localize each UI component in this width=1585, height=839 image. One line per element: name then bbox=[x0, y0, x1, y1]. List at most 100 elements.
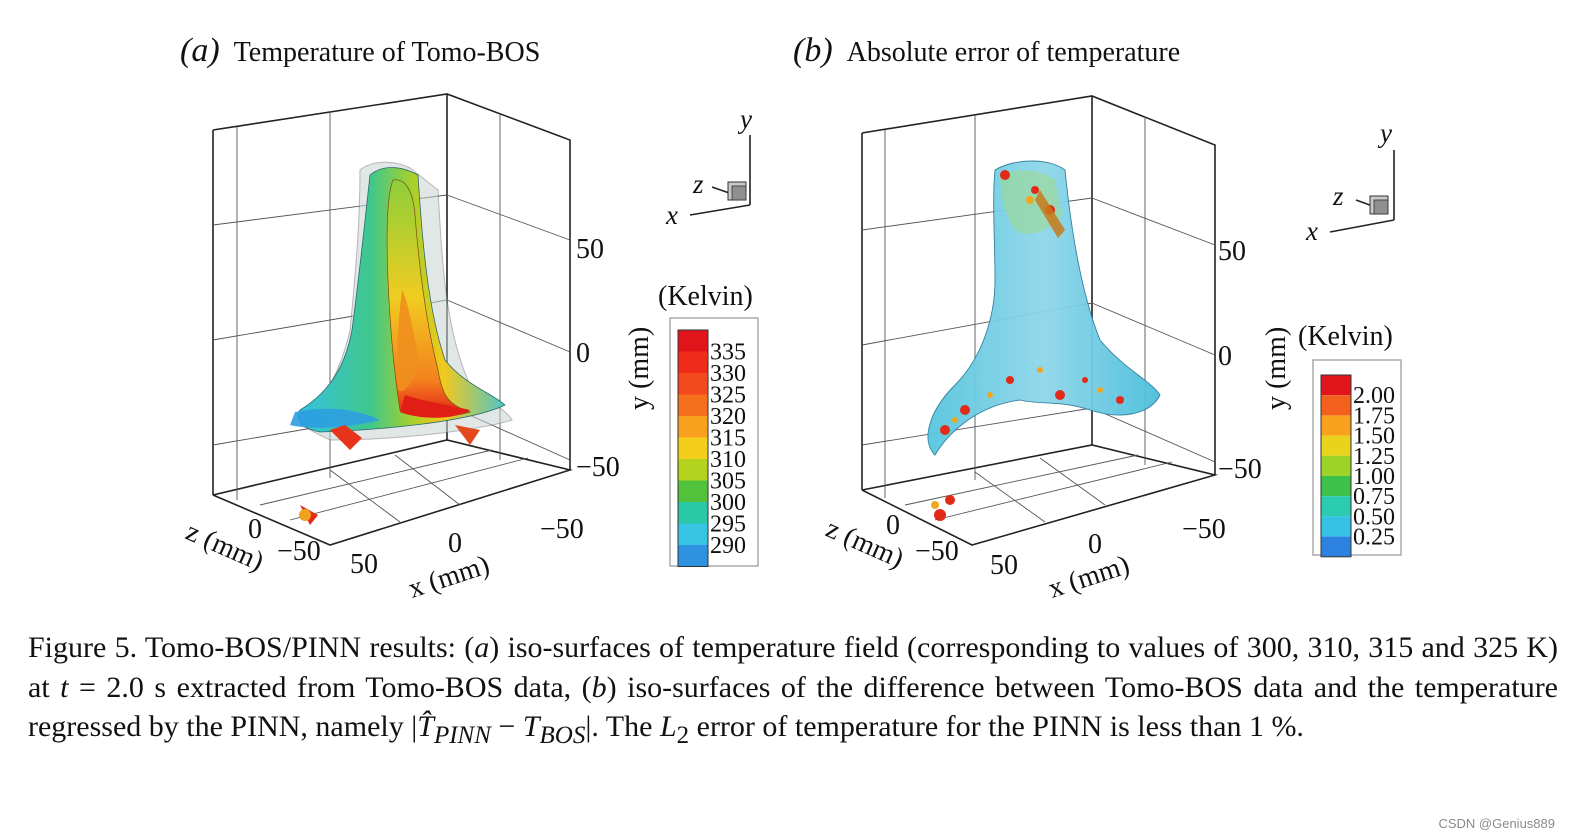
panel-b-axis-triad: y x z bbox=[1305, 118, 1395, 246]
panel-b-colorbar-swatch bbox=[1321, 455, 1351, 476]
panel-a-ytick: 0 bbox=[576, 338, 590, 369]
panel-b-ytick: 0 bbox=[1218, 341, 1232, 372]
panel-a-colorbar-swatch bbox=[678, 523, 708, 545]
panel-b-ztick: 0 bbox=[886, 510, 900, 541]
panel-b-colorbar-label: 1.75 bbox=[1353, 403, 1395, 429]
caption-tbos: T bbox=[522, 710, 540, 743]
panel-a-colorbar-swatch bbox=[678, 394, 708, 416]
panel-a-colorbar-label: 300 bbox=[710, 490, 746, 516]
panel-a-colorbar-swatch bbox=[678, 502, 708, 524]
panel-a-axis-triad: y x z bbox=[665, 104, 752, 230]
panel-b-colorbar-frame bbox=[1320, 374, 1352, 558]
caption-text: error of temperature for the PINN is les… bbox=[689, 710, 1304, 743]
panel-b-colorbar-label: 0.50 bbox=[1353, 504, 1395, 530]
caption-that: T̂ bbox=[417, 710, 434, 743]
watermark: CSDN @Genius889 bbox=[1438, 816, 1555, 831]
panel-b-colorbar-title: (Kelvin) bbox=[1298, 321, 1393, 352]
panel-b-colorbar-swatch bbox=[1321, 536, 1351, 557]
panel-a-ytick: 50 bbox=[576, 234, 604, 265]
panel-b-colorbar-label: 1.00 bbox=[1353, 464, 1395, 490]
panel-b-label: (b) bbox=[793, 32, 833, 69]
panel-b-y-label: y (mm) bbox=[1261, 327, 1292, 410]
panel-a-colorbar-swatch bbox=[678, 480, 708, 502]
caption-sub-bos: BOS bbox=[539, 722, 586, 749]
panel-a-y-label: y (mm) bbox=[624, 327, 655, 410]
panel-a-triad-z: z bbox=[692, 169, 704, 199]
panel-a-colorbar-label: 310 bbox=[710, 447, 746, 473]
panel-b-isosurface bbox=[927, 160, 1161, 521]
panel-a-colorbar-label: 295 bbox=[710, 512, 746, 538]
panel-a-y-ticks: 50 0 −50 bbox=[576, 234, 620, 483]
panel-b-ytick: 50 bbox=[1218, 236, 1246, 267]
panel-b-colorbar-label: 0.25 bbox=[1353, 525, 1395, 551]
panel-b-colorbar-label: 1.25 bbox=[1353, 444, 1395, 470]
panel-b-ytick: −50 bbox=[1218, 454, 1262, 485]
panel-a-xtick: 50 bbox=[350, 549, 378, 580]
caption-text: ) iso-surfaces of temperature field (cor… bbox=[28, 631, 1558, 704]
panel-a-ytick: −50 bbox=[576, 452, 620, 483]
panel-a-title: (a) Temperature of Tomo-BOS bbox=[180, 32, 540, 70]
caption-italic-t: t bbox=[60, 670, 69, 704]
panel-b-colorbar-swatch bbox=[1321, 496, 1351, 517]
panel-a-colorbar-label: 290 bbox=[710, 533, 746, 559]
panel-b-xtick: 50 bbox=[990, 550, 1018, 581]
panel-b-colorbar-swatch bbox=[1321, 375, 1351, 396]
panel-a-title-text: Temperature of Tomo-BOS bbox=[233, 37, 541, 68]
panel-a-triad-y: y bbox=[737, 104, 752, 134]
panel-a-colorbar-label: 320 bbox=[710, 404, 746, 430]
panel-b-colorbar-swatch bbox=[1321, 476, 1351, 497]
caption-text: ) iso-surfaces of the difference between… bbox=[28, 670, 1558, 744]
panel-a-colorbar-swatch bbox=[678, 330, 708, 352]
panel-a-ztick: −50 bbox=[277, 536, 321, 567]
panel-b-ztick: −50 bbox=[915, 536, 959, 567]
panel-a-colorbar-title: (Kelvin) bbox=[658, 281, 753, 312]
panel-b-colorbar-swatch bbox=[1321, 435, 1351, 456]
caption-text: = 2.0 s extracted from Tomo-BOS data, ( bbox=[68, 670, 592, 704]
caption-italic-b: b bbox=[591, 670, 607, 704]
caption-l2-sub: 2 bbox=[676, 722, 690, 749]
panel-a-xtick: −50 bbox=[540, 514, 584, 545]
panel-a-x-ticks: −50 0 50 bbox=[350, 514, 584, 580]
panel-b-colorbar-swatch bbox=[1321, 415, 1351, 436]
panel-a-triad-x: x bbox=[665, 200, 678, 230]
panel-a-z-ticks: 0 −50 bbox=[248, 514, 321, 567]
panel-b-triad-y: y bbox=[1377, 118, 1392, 148]
panel-b-colorbar-swatch bbox=[1321, 516, 1351, 537]
panel-b-colorbar-label: 1.50 bbox=[1353, 424, 1395, 450]
panel-b-title-text: Absolute error of temperature bbox=[846, 37, 1181, 68]
panel-a-isosurface bbox=[290, 161, 513, 525]
panel-a-colorbar-swatch bbox=[678, 437, 708, 459]
panel-a-colorbar-swatch bbox=[678, 416, 708, 438]
panel-b-xtick: −50 bbox=[1182, 514, 1226, 545]
panel-a-colorbar-frame bbox=[677, 329, 709, 567]
panel-b-colorbar: (Kelvin) 2.001.751.501.251.000.750.500.2… bbox=[1298, 321, 1402, 558]
panel-a-colorbar-label: 330 bbox=[710, 361, 746, 387]
panel-b-triad-z: z bbox=[1332, 181, 1344, 211]
caption-l2: L bbox=[659, 710, 677, 743]
caption-text: |. The bbox=[585, 710, 660, 743]
panel-a-colorbar-label: 305 bbox=[710, 469, 746, 495]
figure-5-graphics: 50 0 −50 −50 0 50 0 −50 x (mm) z (mm) y … bbox=[181, 93, 1402, 605]
panel-b-x-ticks: −50 0 50 bbox=[990, 514, 1226, 581]
panel-a-ztick: 0 bbox=[248, 514, 262, 545]
caption-text: Figure 5. Tomo-BOS/PINN results: ( bbox=[28, 631, 475, 664]
panel-b-colorbar-label: 0.75 bbox=[1353, 484, 1395, 510]
panel-a-colorbar-swatch bbox=[678, 351, 708, 373]
panel-b-z-ticks: 0 −50 bbox=[886, 510, 959, 567]
panel-a-colorbar-label: 325 bbox=[710, 383, 746, 409]
panel-a-gridlines bbox=[212, 112, 571, 523]
caption-sub-pinn: PINN bbox=[433, 722, 491, 749]
panel-b-colorbar-swatch bbox=[1321, 395, 1351, 416]
panel-a-colorbar-swatch bbox=[678, 545, 708, 567]
panel-a-label: (a) bbox=[180, 32, 220, 69]
panel-a-xtick: 0 bbox=[448, 528, 462, 559]
panel-b-colorbar-label: 2.00 bbox=[1353, 383, 1395, 409]
caption-minus: − bbox=[490, 710, 523, 743]
panel-a-colorbar-label: 335 bbox=[710, 340, 746, 366]
panel-b-xtick: 0 bbox=[1088, 529, 1102, 560]
panel-a-colorbar-swatch bbox=[678, 373, 708, 395]
panel-b-triad-x: x bbox=[1305, 216, 1318, 246]
panel-a-colorbar-swatch bbox=[678, 459, 708, 481]
panel-a-colorbar-label: 315 bbox=[710, 426, 746, 452]
